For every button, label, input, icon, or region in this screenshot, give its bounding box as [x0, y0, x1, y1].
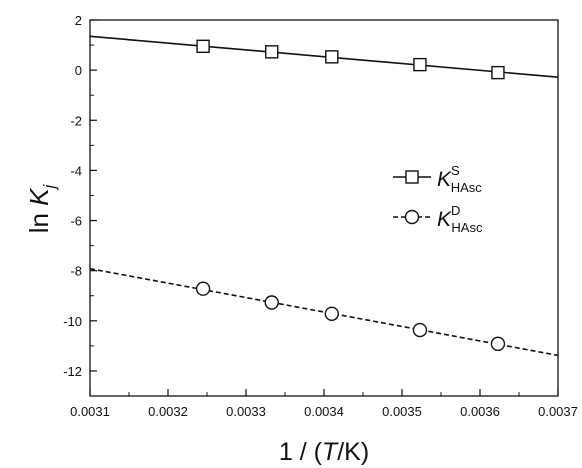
- y-tick-label: -4: [70, 163, 82, 178]
- x-tick-label: 0.0032: [148, 404, 188, 419]
- legend: KS HAsc KD HAsc: [393, 163, 483, 235]
- fit-line-series-0: [89, 35, 559, 78]
- x-tick-label: 0.0034: [304, 404, 344, 419]
- x-tick-label: 0.0031: [70, 404, 110, 419]
- y-tick-label: -8: [70, 264, 82, 279]
- data-point-square: [325, 50, 339, 64]
- y-tick-label: -12: [63, 364, 82, 379]
- legend-entry-series-d: KD HAsc: [393, 203, 483, 235]
- y-axis-title: ln Kj: [24, 183, 59, 233]
- y-tick-label: 0: [75, 63, 82, 78]
- data-point-circle: [324, 306, 339, 321]
- fit-lines: [89, 35, 559, 357]
- data-point-circle: [490, 336, 506, 352]
- data-point-square: [491, 65, 505, 80]
- y-tick-label: -10: [63, 314, 82, 329]
- data-point-circle: [264, 295, 279, 310]
- x-tick-label: 0.0035: [382, 404, 422, 419]
- fit-line-series-1: [89, 267, 559, 357]
- legend-entry-series-s: KS HAsc: [393, 163, 482, 195]
- legend-marker-circle: [404, 209, 420, 225]
- x-tick-label: 0.0037: [538, 404, 578, 419]
- data-point-square: [265, 45, 279, 59]
- x-tick-label: 0.0036: [460, 404, 500, 419]
- x-axis-title: 1 / (T/K): [279, 438, 369, 466]
- data-point-circle: [195, 281, 211, 296]
- data-point-circle: [412, 322, 428, 338]
- data-point-square: [196, 39, 210, 54]
- legend-marker-square: [405, 170, 419, 184]
- x-tick-label: 0.0033: [226, 404, 266, 419]
- plot-frame: [89, 19, 559, 397]
- y-axis: 2 0 -2 -4 -6 -8 -10 -12: [63, 13, 97, 397]
- data-point-square: [413, 57, 427, 72]
- legend-label-d: KD HAsc: [437, 203, 483, 235]
- data-markers: [195, 39, 506, 352]
- legend-label-s: KS HAsc: [437, 163, 482, 195]
- y-tick-label: -2: [70, 113, 82, 128]
- y-tick-label: 2: [75, 13, 82, 28]
- y-tick-label: -6: [70, 214, 82, 229]
- x-axis: 0.0031 0.0032 0.0033 0.0034 0.0035 0.0036 0.00…: [70, 389, 578, 419]
